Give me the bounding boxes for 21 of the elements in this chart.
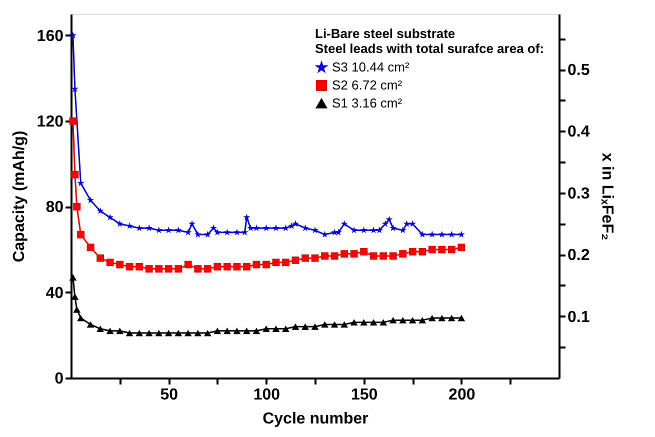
legend-title: Li-Bare steel substrate Steel leads with total surafce area of:	[315, 26, 544, 56]
y2-tick-label: 0.1	[568, 308, 590, 326]
y-tick-label: 120	[36, 114, 64, 131]
y-axis-title: Capacity (mAh/g)	[10, 130, 28, 262]
x-tick-label: 100	[253, 386, 280, 404]
y2-tick-label: 0.5	[568, 62, 590, 80]
x-tick-label: 150	[350, 386, 378, 404]
y-tick-label: 40	[46, 284, 64, 302]
y2-tick-label: 0.3	[568, 185, 590, 202]
y-tick-label: 80	[46, 199, 64, 216]
y2-axis-title: x in LiₓFeF₂	[598, 152, 616, 240]
legend-label: S3 10.44 cm²	[332, 60, 410, 74]
x-tick-label: 200	[448, 386, 476, 404]
y-tick-label: 0	[54, 370, 64, 388]
x-axis-title: Cycle number	[262, 410, 368, 428]
y-tick-label: 160	[36, 28, 64, 45]
legend-label: S1 3.16 cm²	[332, 96, 403, 110]
y2-tick-label: 0.4	[568, 124, 590, 141]
y2-tick-label: 0.2	[568, 247, 590, 264]
x-tick-label: 50	[160, 386, 178, 404]
legend-label: S2 6.72 cm²	[332, 78, 403, 92]
